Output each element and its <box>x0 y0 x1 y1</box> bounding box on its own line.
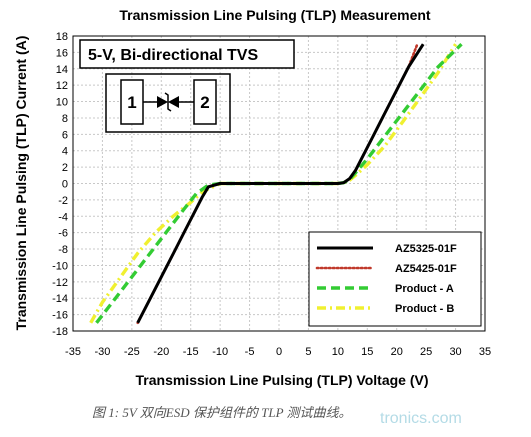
diode-triangle-left <box>157 96 168 108</box>
x-tick-label: -35 <box>65 346 81 358</box>
y-tick-label: 6 <box>62 129 68 141</box>
y-tick-label: -12 <box>52 277 68 289</box>
x-tick-labels: -35 -30 -25 -20 -15 -10 -5 0 5 10 15 20 25 30 35 <box>65 346 491 358</box>
series-layer <box>89 42 463 325</box>
x-tick-label: 0 <box>276 346 282 358</box>
y-tick-label: 2 <box>62 162 68 174</box>
x-tick-label: 35 <box>479 346 491 358</box>
tvs-diode-symbol: 1 2 <box>105 73 231 133</box>
y-tick-label: -4 <box>58 211 68 223</box>
plot-frame <box>72 35 486 332</box>
x-tick-label: 25 <box>420 346 432 358</box>
annotation-frame <box>79 39 295 69</box>
figure-caption: 图 1: 5V 双向ESD 保护组件的 TLP 测试曲线。 <box>92 405 352 420</box>
y-tick-label: -18 <box>52 326 68 338</box>
pin-1-label: 1 <box>127 93 136 112</box>
legend: AZ5325-01F AZ5425-01F Product - A Product -… <box>308 231 482 327</box>
pin-2-label: 2 <box>200 93 209 112</box>
x-tick-label: -30 <box>94 346 110 358</box>
y-tick-label: 10 <box>56 97 68 109</box>
x-tick-label: 20 <box>391 346 403 358</box>
x-tick-label: 5 <box>305 346 311 358</box>
y-tick-label: -16 <box>52 310 68 322</box>
x-tick-label: -20 <box>153 346 169 358</box>
x-tick-label: 10 <box>332 346 344 358</box>
y-tick-label: 4 <box>62 146 68 158</box>
annotation-text: 5-V, Bi-directional TVS <box>88 47 258 64</box>
device-annotation: 5-V, Bi-directional TVS 1 2 <box>79 39 295 133</box>
x-tick-label: -10 <box>212 346 228 358</box>
x-tick-label: 30 <box>449 346 461 358</box>
y-tick-label: 14 <box>56 64 68 76</box>
legend-label: Product - B <box>395 303 454 315</box>
legend-label: Product - A <box>395 283 454 295</box>
y-tick-label: 0 <box>62 179 68 191</box>
bidirectional-diode-icon <box>143 92 194 112</box>
chart-title: Transmission Line Pulsing (TLP) Measurem… <box>119 7 431 23</box>
x-tick-label: -25 <box>124 346 140 358</box>
y-tick-label: 8 <box>62 113 68 125</box>
legend-items: AZ5325-01F AZ5425-01F Product - A Product -… <box>315 243 457 315</box>
y-tick-labels: -18 -16 -14 -12 -10 -8 -6 -4 -2 0 2 4 6 8 10 12 14 16 18 <box>52 31 68 338</box>
y-tick-label: -6 <box>58 228 68 240</box>
x-tick-label: -15 <box>183 346 199 358</box>
y-tick-label: -8 <box>58 244 68 256</box>
legend-label: AZ5325-01F <box>395 243 457 255</box>
x-tick-label: -5 <box>245 346 255 358</box>
y-tick-label: -2 <box>58 195 68 207</box>
diode-triangle-right <box>168 96 179 108</box>
x-tick-label: 15 <box>361 346 373 358</box>
watermark: tronics.com <box>380 410 462 427</box>
x-axis-title: Transmission Line Pulsing (TLP) Voltage … <box>136 372 429 388</box>
series-line <box>136 43 425 324</box>
y-tick-label: 18 <box>56 31 68 43</box>
series-line <box>95 42 463 324</box>
symbol-frame <box>105 73 231 133</box>
y-tick-label: 12 <box>56 80 68 92</box>
y-tick-label: -14 <box>52 293 68 305</box>
y-tick-label: 16 <box>56 47 68 59</box>
diode-cathode-bar <box>164 92 172 112</box>
y-axis-title: Transmission Line Pulsing (TLP) Current … <box>13 36 29 331</box>
y-tick-label: -10 <box>52 260 68 272</box>
pin-1-box <box>120 79 144 125</box>
legend-label: AZ5425-01F <box>395 263 457 275</box>
